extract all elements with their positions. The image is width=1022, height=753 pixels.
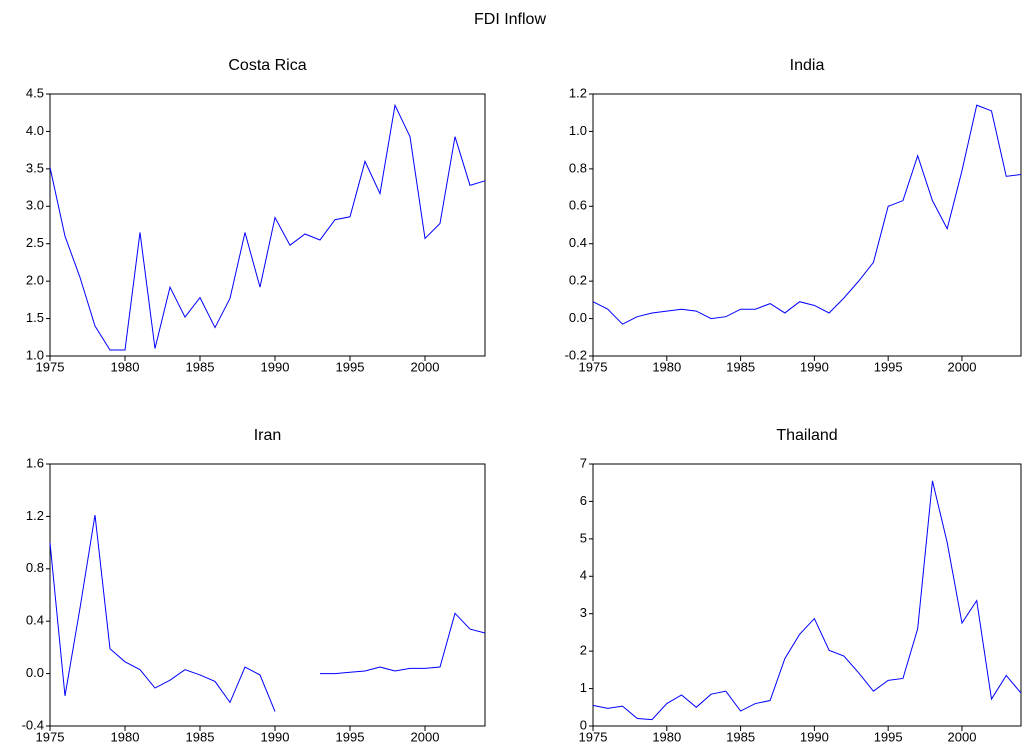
y-tick-label: 7: [580, 455, 587, 470]
x-tick-label: 1980: [652, 359, 681, 374]
series-line: [49, 103, 486, 351]
x-tick-label: 1990: [800, 729, 829, 744]
y-tick-label: -0.4: [22, 717, 44, 732]
y-tick-label: 0.0: [26, 665, 44, 680]
y-tick-label: 0.4: [26, 613, 44, 628]
y-tick-label: 0.2: [569, 273, 587, 288]
x-tick-label: 1975: [36, 359, 65, 374]
x-tick-label: 1990: [261, 729, 290, 744]
x-tick-label: 2000: [948, 359, 977, 374]
x-tick-label: 1975: [36, 729, 65, 744]
x-tick-label: 1980: [111, 359, 140, 374]
x-tick-label: 2000: [411, 359, 440, 374]
y-tick-label: 3: [580, 605, 587, 620]
panel-title: India: [790, 57, 825, 74]
panel-title: Iran: [254, 427, 282, 444]
x-tick-label: 1995: [336, 729, 365, 744]
y-tick-label: 1.0: [26, 347, 44, 362]
x-tick-label: 1990: [800, 359, 829, 374]
x-tick-label: 1995: [336, 359, 365, 374]
y-tick-label: 2: [580, 643, 587, 658]
series-line: [320, 612, 486, 675]
y-tick-label: 4: [580, 568, 587, 583]
x-tick-label: 1985: [726, 729, 755, 744]
y-tick-label: 3.0: [26, 198, 44, 213]
series-line: [49, 515, 276, 712]
y-tick-label: 0.0: [569, 310, 587, 325]
x-tick-label: 1990: [261, 359, 290, 374]
y-tick-label: 0: [580, 717, 587, 732]
panel-title: Thailand: [776, 427, 837, 444]
y-tick-label: 6: [580, 493, 587, 508]
y-tick-label: 1.5: [26, 310, 44, 325]
x-tick-label: 2000: [411, 729, 440, 744]
y-tick-label: 4.0: [26, 123, 44, 138]
y-tick-label: 4.5: [26, 85, 44, 100]
x-tick-label: 1980: [111, 729, 140, 744]
y-tick-label: 1.0: [569, 123, 587, 138]
y-tick-label: -0.2: [565, 347, 587, 362]
figure-title: FDI Inflow: [474, 11, 546, 28]
x-tick-label: 1985: [186, 729, 215, 744]
plot-frame: [592, 463, 1022, 727]
x-tick-label: 1985: [186, 359, 215, 374]
y-tick-label: 1: [580, 680, 587, 695]
x-tick-label: 1980: [652, 729, 681, 744]
plot-frame: [49, 463, 486, 727]
x-tick-label: 1985: [726, 359, 755, 374]
x-tick-label: 1995: [874, 359, 903, 374]
y-tick-label: 0.6: [569, 198, 587, 213]
panel-title: Costa Rica: [228, 57, 306, 74]
x-tick-label: 2000: [948, 729, 977, 744]
series-line: [592, 104, 1022, 325]
x-tick-label: 1995: [874, 729, 903, 744]
y-tick-label: 0.8: [569, 160, 587, 175]
y-tick-label: 1.6: [26, 455, 44, 470]
y-tick-label: 3.5: [26, 160, 44, 175]
y-tick-label: 5: [580, 530, 587, 545]
plot-frame: [592, 93, 1022, 357]
plot-frame: [49, 93, 486, 357]
y-tick-label: 1.2: [26, 508, 44, 523]
series-line: [592, 480, 1022, 721]
x-tick-label: 1975: [579, 359, 608, 374]
y-tick-label: 1.2: [569, 85, 587, 100]
x-tick-label: 1975: [579, 729, 608, 744]
y-tick-label: 2.5: [26, 235, 44, 250]
y-tick-label: 0.8: [26, 560, 44, 575]
y-tick-label: 0.4: [569, 235, 587, 250]
y-tick-label: 2.0: [26, 273, 44, 288]
